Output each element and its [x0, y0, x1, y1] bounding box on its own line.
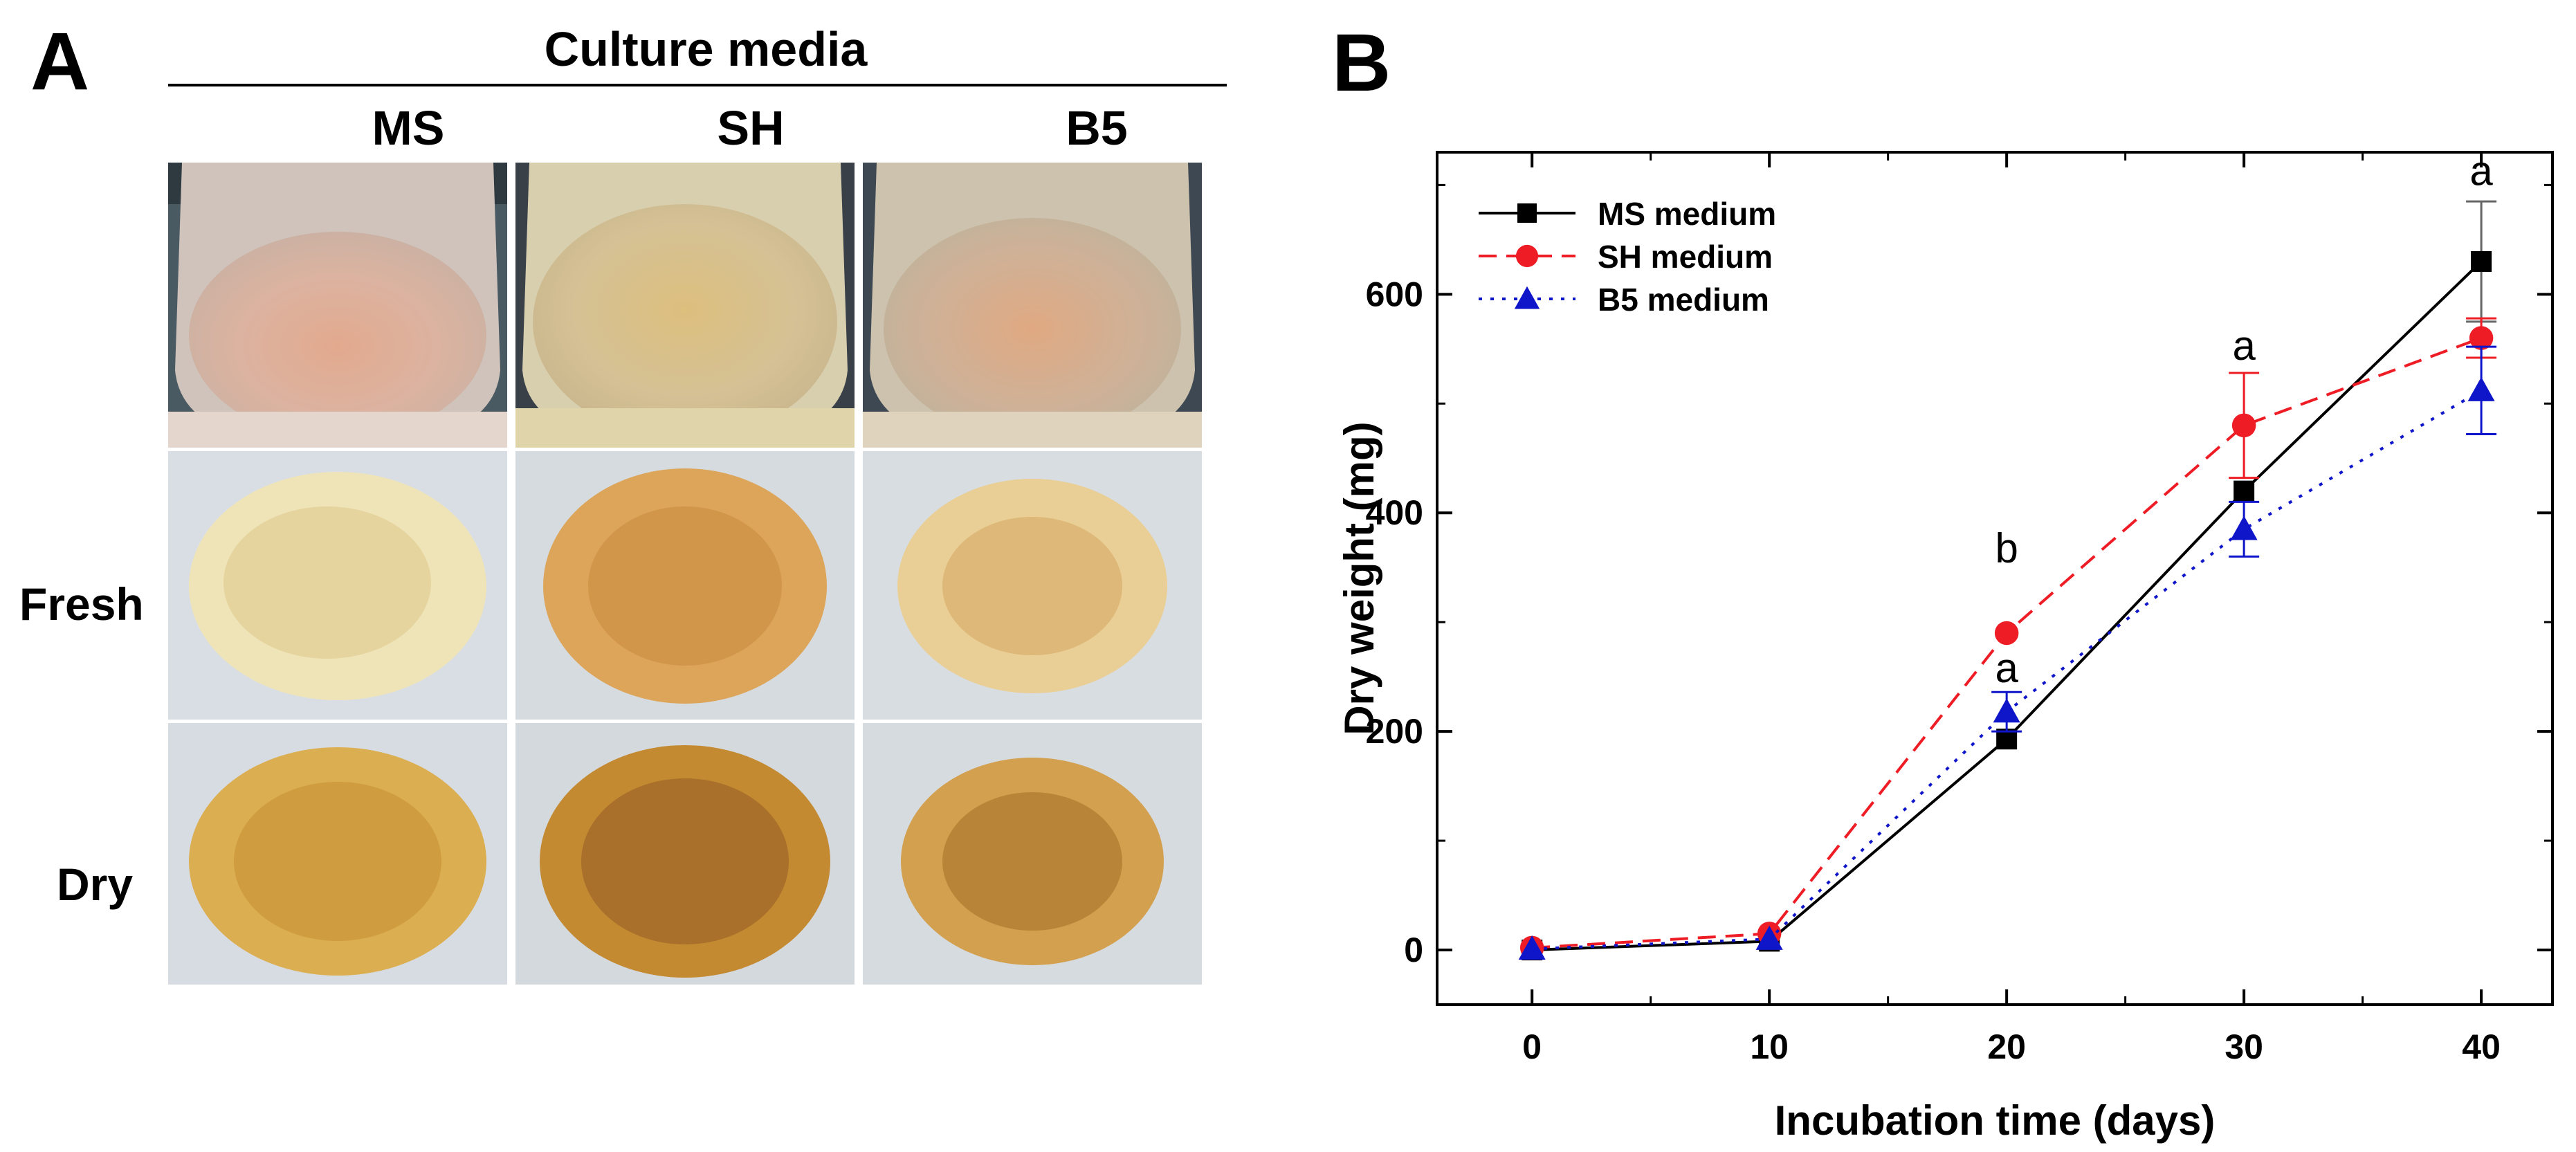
- data-point: [1518, 935, 1546, 960]
- row-label-dry: Dry: [57, 859, 134, 910]
- legend-label: B5 medium: [1598, 282, 1769, 318]
- photo-fresh-sh: [515, 451, 855, 720]
- significance-label: a: [2232, 322, 2256, 369]
- legend-marker: [1515, 244, 1539, 268]
- x-tick-label: 10: [1750, 1027, 1789, 1066]
- photo-flask-sh: [515, 163, 855, 448]
- x-tick-label: 20: [1987, 1027, 2026, 1066]
- y-tick-label: 400: [1366, 493, 1423, 532]
- series-line: [1532, 260, 2483, 952]
- data-point: [2230, 515, 2258, 540]
- legend-label: SH medium: [1598, 239, 1773, 275]
- photo-flask-ms: [168, 163, 507, 448]
- panel-b-letter: B: [1332, 17, 1391, 109]
- x-tick-label: 40: [2462, 1027, 2501, 1066]
- data-point: [2231, 413, 2256, 438]
- data-point: [1755, 925, 1783, 950]
- legend-item: MS medium: [1479, 196, 1776, 232]
- y-axis-label: Dry weight (mg): [1336, 421, 1382, 735]
- x-tick-label: 30: [2225, 1027, 2263, 1066]
- y-tick-label: 200: [1366, 712, 1423, 751]
- data-point: [1993, 698, 2020, 723]
- data-point: [2467, 376, 2495, 401]
- legend-marker: [1514, 286, 1540, 309]
- photo-fresh-ms: [168, 451, 507, 720]
- legend-marker: [1517, 203, 1537, 223]
- data-point: [2469, 326, 2494, 350]
- data-point: [2471, 250, 2492, 272]
- panel-a-letter: A: [30, 16, 90, 107]
- photo-dry-sh: [515, 723, 855, 985]
- y-tick-label: 600: [1366, 275, 1423, 313]
- title-underline: [168, 84, 1227, 86]
- series-sh-medium: [1519, 317, 2497, 960]
- data-point: [1994, 621, 2019, 646]
- significance-label: a: [1995, 645, 2018, 691]
- photo-fresh-b5: [863, 451, 1202, 720]
- x-axis-label: Incubation time (days): [1775, 1097, 2216, 1144]
- series-b5-medium: [1518, 345, 2497, 960]
- plot-frame: [1436, 151, 2554, 1006]
- significance-label: a: [2469, 147, 2493, 194]
- column-label-ms: MS: [372, 101, 445, 155]
- legend-layer: MS medium SH medium B5 medium: [1479, 196, 1776, 318]
- series-layer: a b a a: [1518, 147, 2497, 961]
- row-label-fresh: Fresh: [19, 578, 144, 630]
- significance-label: b: [1995, 524, 2018, 571]
- y-tick-label: 0: [1404, 931, 1423, 969]
- data-point: [2234, 480, 2255, 502]
- culture-media-title: Culture media: [544, 22, 868, 76]
- legend-item: B5 medium: [1479, 282, 1769, 318]
- photo-flask-b5: [863, 163, 1202, 448]
- legend-label: MS medium: [1598, 196, 1776, 232]
- column-label-b5: B5: [1066, 101, 1128, 155]
- photo-dry-b5: [863, 723, 1202, 985]
- legend-item: SH medium: [1479, 239, 1773, 275]
- x-tick-label: 0: [1522, 1027, 1542, 1066]
- column-label-sh: SH: [717, 101, 785, 155]
- photo-dry-ms: [168, 723, 507, 985]
